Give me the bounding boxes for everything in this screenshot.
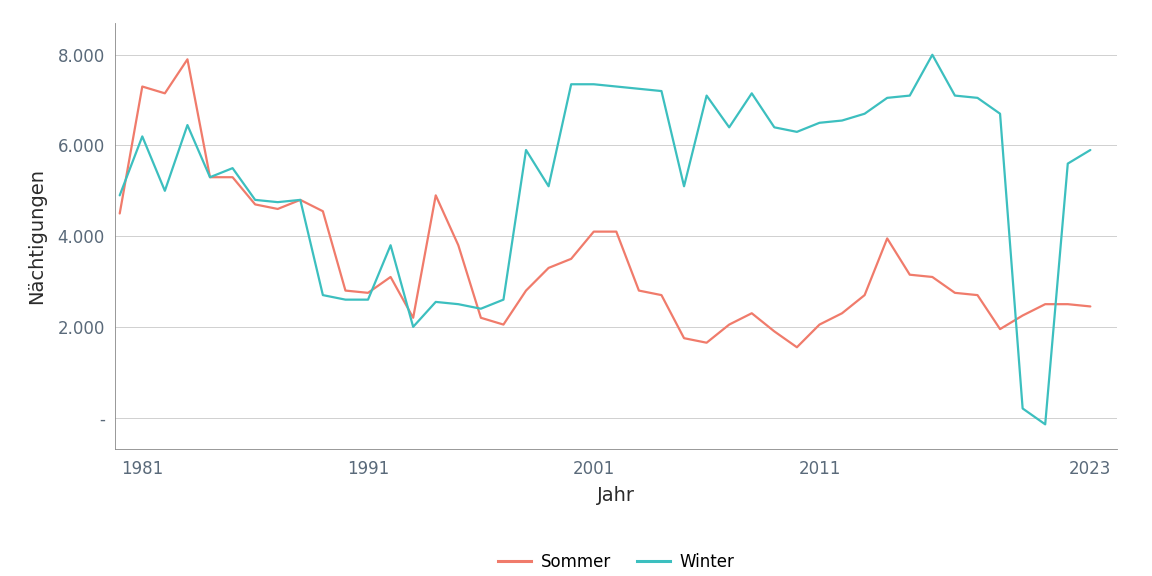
Winter <box>880 94 894 101</box>
Sommer <box>722 321 736 328</box>
Sommer <box>316 208 329 215</box>
Sommer <box>1038 301 1052 308</box>
Winter <box>699 92 713 99</box>
Winter <box>1016 405 1030 412</box>
Winter <box>654 88 668 94</box>
Winter <box>586 81 600 88</box>
Sommer <box>632 287 646 294</box>
Sommer <box>429 192 442 199</box>
Winter <box>158 187 172 194</box>
Winter <box>790 128 804 135</box>
Sommer <box>564 255 578 262</box>
Sommer <box>903 271 917 278</box>
Sommer <box>1061 301 1075 308</box>
Sommer <box>993 325 1007 332</box>
Sommer <box>520 287 533 294</box>
Line: Sommer: Sommer <box>120 59 1090 347</box>
Sommer <box>880 235 894 242</box>
Sommer <box>654 291 668 298</box>
Sommer <box>812 321 826 328</box>
Winter <box>361 296 374 303</box>
Sommer <box>158 90 172 97</box>
Winter <box>226 165 240 172</box>
Winter <box>948 92 962 99</box>
Winter <box>271 199 285 206</box>
Sommer <box>136 83 150 90</box>
Sommer <box>790 344 804 351</box>
Winter <box>745 90 759 97</box>
Winter <box>993 110 1007 117</box>
Winter <box>722 124 736 131</box>
Sommer <box>271 206 285 213</box>
Winter <box>294 196 308 203</box>
Sommer <box>248 201 262 208</box>
Winter <box>858 110 872 117</box>
Winter <box>316 291 329 298</box>
Y-axis label: Nächtigungen: Nächtigungen <box>28 168 46 304</box>
Winter <box>903 92 917 99</box>
Sommer <box>699 339 713 346</box>
Winter <box>203 174 217 181</box>
Winter <box>452 301 465 308</box>
Winter <box>497 296 510 303</box>
Sommer <box>473 314 487 321</box>
Sommer <box>835 310 849 317</box>
Winter <box>473 305 487 312</box>
Sommer <box>339 287 353 294</box>
Sommer <box>586 228 600 235</box>
Winter <box>1083 146 1097 153</box>
Winter <box>136 133 150 140</box>
Sommer <box>541 264 555 271</box>
Winter <box>925 51 939 58</box>
Sommer <box>113 210 127 217</box>
Sommer <box>1083 303 1097 310</box>
Sommer <box>677 335 691 342</box>
X-axis label: Jahr: Jahr <box>598 486 635 505</box>
Sommer <box>767 328 781 335</box>
Sommer <box>497 321 510 328</box>
Sommer <box>203 174 217 181</box>
Winter <box>767 124 781 131</box>
Winter <box>812 119 826 126</box>
Winter <box>632 85 646 92</box>
Winter <box>248 196 262 203</box>
Winter <box>1061 160 1075 167</box>
Winter <box>429 298 442 305</box>
Winter <box>384 242 397 249</box>
Winter <box>113 192 127 199</box>
Sommer <box>609 228 623 235</box>
Line: Winter: Winter <box>120 55 1090 425</box>
Winter <box>835 117 849 124</box>
Winter <box>541 183 555 190</box>
Sommer <box>948 289 962 296</box>
Sommer <box>294 196 308 203</box>
Sommer <box>1016 312 1030 319</box>
Sommer <box>745 310 759 317</box>
Sommer <box>226 174 240 181</box>
Sommer <box>181 56 195 63</box>
Sommer <box>858 291 872 298</box>
Winter <box>677 183 691 190</box>
Winter <box>339 296 353 303</box>
Sommer <box>925 274 939 281</box>
Winter <box>181 122 195 128</box>
Sommer <box>384 274 397 281</box>
Winter <box>564 81 578 88</box>
Sommer <box>361 289 374 296</box>
Legend: Sommer, Winter: Sommer, Winter <box>491 546 742 576</box>
Sommer <box>407 314 420 321</box>
Sommer <box>971 291 985 298</box>
Winter <box>407 323 420 330</box>
Winter <box>520 146 533 153</box>
Sommer <box>452 242 465 249</box>
Winter <box>1038 421 1052 428</box>
Winter <box>971 94 985 101</box>
Winter <box>609 83 623 90</box>
